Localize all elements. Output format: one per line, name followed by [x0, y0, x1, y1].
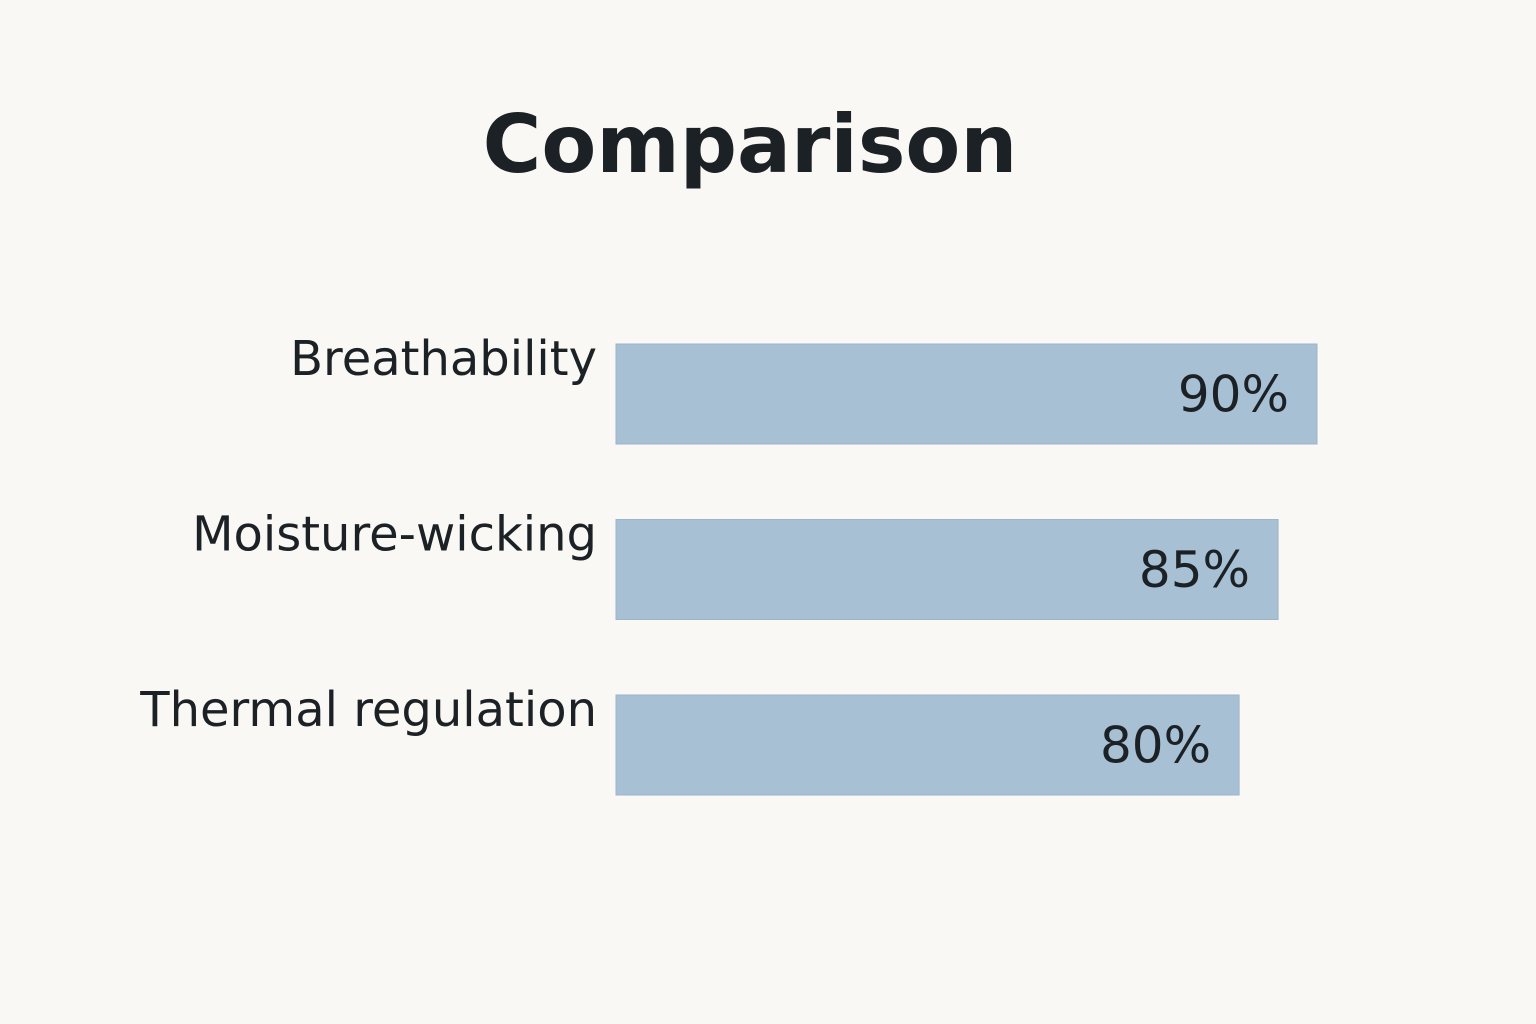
value-label: 90%	[1178, 366, 1289, 424]
value-label: 80%	[1100, 717, 1211, 775]
bar	[615, 694, 1240, 796]
category-label: Moisture-wicking	[192, 507, 597, 563]
value-label: 85%	[1139, 541, 1250, 599]
category-label: Breathability	[290, 331, 597, 387]
chart-title: Comparison	[483, 98, 1018, 191]
bar	[615, 343, 1318, 445]
bar	[615, 519, 1279, 620]
category-label: Thermal regulation	[139, 682, 597, 738]
